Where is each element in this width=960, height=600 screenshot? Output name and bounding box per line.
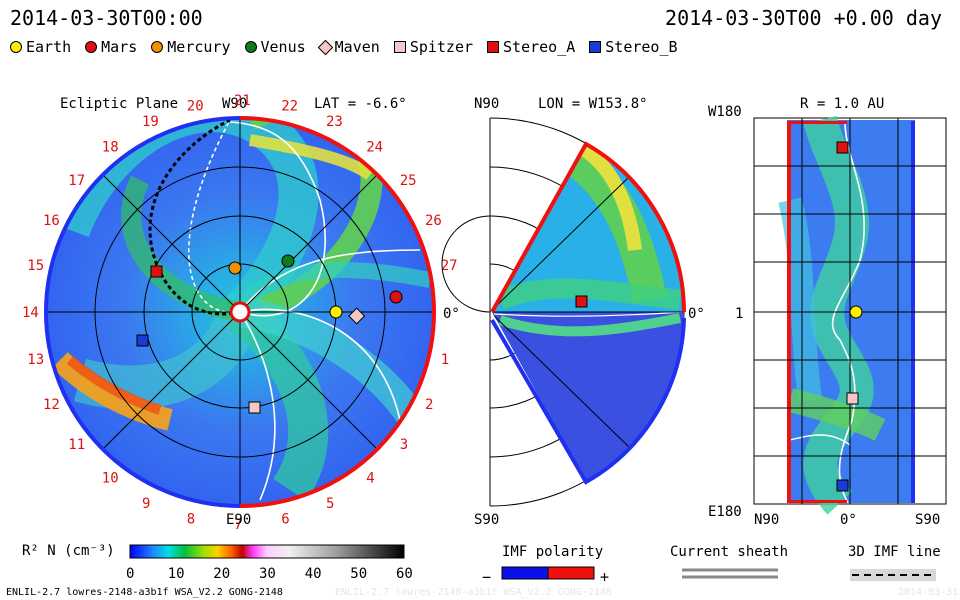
rotation-number-1: 1 <box>441 352 449 368</box>
meridional-bottom-label: S90 <box>474 512 499 528</box>
shell-earth-marker <box>849 305 863 319</box>
rotation-number-6: 6 <box>281 512 289 528</box>
mercury-marker-icon <box>151 41 164 53</box>
ecliptic-stereo-b-marker <box>136 334 149 347</box>
ecliptic-lat: LAT = -6.6° <box>314 96 407 112</box>
legend-maven: Maven <box>317 38 380 56</box>
imf-line-label: 3D IMF line <box>848 544 941 560</box>
ecliptic-top-label: W90 <box>222 96 248 112</box>
ecliptic-right-label: 0° <box>443 306 460 322</box>
earth-marker-icon <box>10 41 22 53</box>
shell-mid-label: 1 <box>735 306 743 322</box>
colorbar-tick-50: 50 <box>350 566 367 582</box>
shell-title: R = 1.0 AU <box>800 96 885 112</box>
shell-top-label: W180 <box>708 104 742 120</box>
rotation-number-23: 23 <box>326 114 343 130</box>
current-sheath-key <box>682 567 778 579</box>
current-sheath-label: Current sheath <box>670 544 789 560</box>
rotation-number-10: 10 <box>102 471 119 487</box>
rotation-number-20: 20 <box>187 98 204 114</box>
shell-stereo-b-marker <box>836 479 849 492</box>
footer-right: 2014-03-31 <box>898 587 959 598</box>
colorbar-tick-0: 0 <box>126 566 134 582</box>
legend-earth: Earth <box>10 38 71 56</box>
rotation-number-3: 3 <box>400 437 408 453</box>
spitzer-marker-icon <box>393 41 406 53</box>
rotation-number-16: 16 <box>43 213 60 229</box>
header-right-time: 2014-03-30T00 +0.00 day <box>665 6 942 30</box>
legend-stereo-a: Stereo_A <box>487 38 575 56</box>
shell-spitzer-marker <box>846 392 859 405</box>
meridional-right-label: 0° <box>688 306 705 322</box>
rotation-number-17: 17 <box>68 173 85 189</box>
imf-polarity-label: IMF polarity <box>502 544 604 560</box>
legend-mercury: Mercury <box>151 38 231 56</box>
venus-marker-icon <box>244 41 257 53</box>
colorbar-tick-40: 40 <box>305 566 322 582</box>
rotation-number-5: 5 <box>326 496 334 512</box>
ecliptic-mercury-marker <box>228 261 242 275</box>
shell-stereo-a-marker <box>836 141 849 154</box>
rotation-number-7: 7 <box>234 517 242 533</box>
mars-marker-icon <box>85 41 98 53</box>
rotation-number-8: 8 <box>187 512 195 528</box>
rotation-number-14: 14 <box>22 305 39 321</box>
rotation-number-12: 12 <box>43 397 60 413</box>
legend-stereo-b: Stereo_B <box>589 38 678 56</box>
rotation-number-18: 18 <box>102 139 119 155</box>
ecliptic-spitzer-marker <box>248 401 261 414</box>
footer-watermark: ENLIL-2.7 lowres-2148-a3b1f WSA_V2.2 GON… <box>335 587 612 598</box>
ecliptic-maven-marker <box>348 307 366 325</box>
rotation-number-2: 2 <box>425 397 433 413</box>
imf-plus: + <box>600 568 609 586</box>
colorbar-label: R² N (cm⁻³) <box>22 543 115 559</box>
colorbar-tick-30: 30 <box>259 566 276 582</box>
ecliptic-title: Ecliptic Plane <box>60 96 179 112</box>
rotation-number-19: 19 <box>142 114 159 130</box>
imf-line-key <box>850 569 936 581</box>
shell-panel: 1 E180 N90 0° S90 <box>708 115 947 528</box>
header-left-time: 2014-03-30T00:00 <box>10 6 203 30</box>
shell-x-label-zero: 0° <box>840 512 857 528</box>
imf-minus: − <box>482 568 491 586</box>
rotation-number-27: 27 <box>441 258 458 274</box>
ecliptic-stereo-a-marker <box>150 265 163 278</box>
ecliptic-bottom-label: E90 <box>226 512 251 528</box>
meridional-lon: LON = W153.8° <box>538 96 648 112</box>
ecliptic-earth-marker <box>329 305 343 319</box>
rotation-number-25: 25 <box>400 173 417 189</box>
rotation-number-22: 22 <box>281 98 298 114</box>
rotation-number-26: 26 <box>425 213 442 229</box>
shell-bottom-label: E180 <box>708 504 742 520</box>
rotation-number-13: 13 <box>27 352 44 368</box>
meridional-top-label: N90 <box>474 96 500 112</box>
colorbar-tick-10: 10 <box>168 566 185 582</box>
rotation-number-11: 11 <box>68 437 85 453</box>
rotation-number-21: 21 <box>234 93 251 109</box>
stereo-a-marker-icon <box>487 41 500 53</box>
density-colorbar: 0 10 20 30 40 50 60 <box>126 544 413 582</box>
legend-spitzer: Spitzer <box>393 38 473 56</box>
rotation-number-9: 9 <box>142 496 150 512</box>
colorbar-tick-60: 60 <box>396 566 413 582</box>
footer-model-info: ENLIL-2.7 lowres-2148-a3b1f WSA_V2.2 GON… <box>6 587 283 598</box>
colorbar-tick-20: 20 <box>213 566 230 582</box>
legend-venus: Venus <box>244 38 306 56</box>
meridional-plane-panel: 0° S90 <box>441 117 705 528</box>
stereo-b-marker-icon <box>589 41 602 53</box>
ecliptic-venus-marker <box>281 254 295 268</box>
ecliptic-mars-marker <box>389 290 403 304</box>
legend-mars: Mars <box>85 38 137 56</box>
shell-x-label-n90: N90 <box>754 512 779 528</box>
shell-x-label-s90: S90 <box>915 512 940 528</box>
imf-polarity-key: − + <box>482 566 609 586</box>
rotation-number-15: 15 <box>27 258 44 274</box>
rotation-number-4: 4 <box>366 471 374 487</box>
rotation-number-24: 24 <box>366 139 383 155</box>
object-legend: Earth Mars Mercury Venus Maven Spitzer S… <box>10 38 692 56</box>
meridional-stereo-a-marker <box>575 295 588 308</box>
